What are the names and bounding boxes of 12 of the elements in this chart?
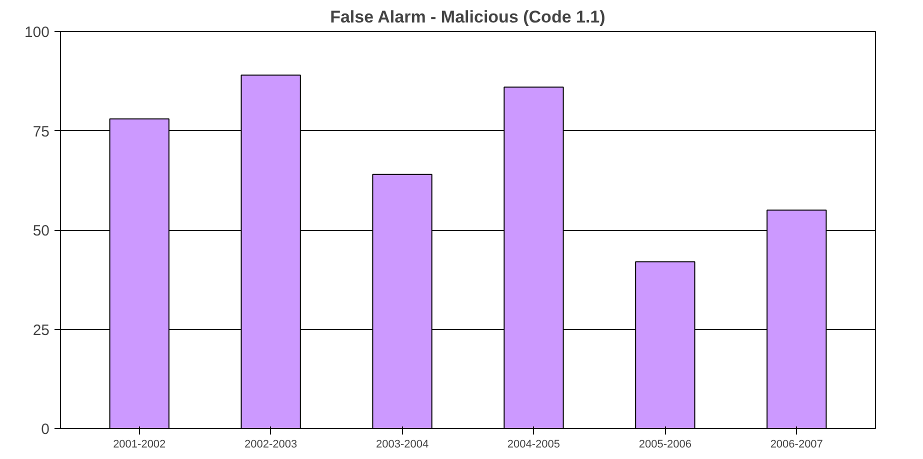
x-tick-label: 2003-2004 xyxy=(376,438,429,450)
x-tick-label: 2001-2002 xyxy=(113,438,166,450)
chart-title: False Alarm - Malicious (Code 1.1) xyxy=(330,8,606,26)
x-tick-label: 2004-2005 xyxy=(507,438,560,450)
x-tick-label: 2005-2006 xyxy=(638,438,692,450)
y-tick-label: 0 xyxy=(41,421,50,438)
y-tick-label: 75 xyxy=(32,123,50,140)
y-tick-label: 100 xyxy=(24,24,50,41)
x-tick-label: 2006-2007 xyxy=(770,438,823,450)
y-tick-label: 50 xyxy=(32,222,50,240)
x-tick-label: 2002-2003 xyxy=(244,438,298,450)
y-tick-label: 25 xyxy=(32,322,50,339)
